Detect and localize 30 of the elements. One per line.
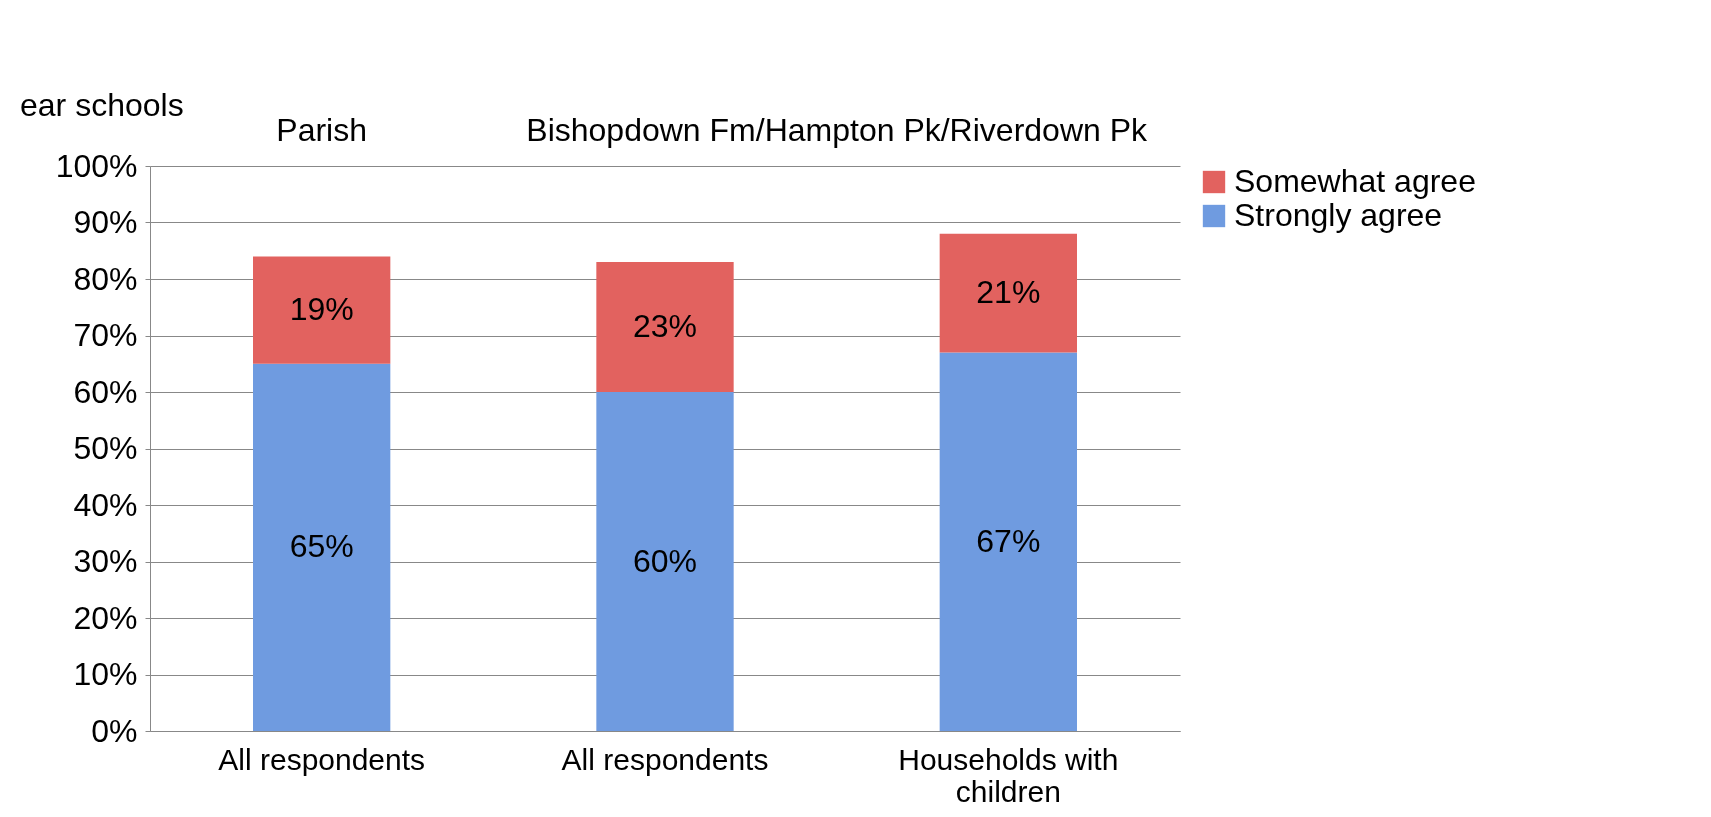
- data-label: 67%: [976, 522, 1041, 559]
- data-label: 23%: [632, 308, 698, 345]
- y-tick-label: 80%: [73, 260, 138, 297]
- data-label: 65%: [289, 528, 354, 565]
- bar: [253, 363, 391, 731]
- y-tick-label: 10%: [73, 656, 138, 692]
- y-tick-label: 20%: [73, 599, 138, 636]
- x-tick-label: All respondents: [561, 742, 769, 776]
- bar: [596, 392, 734, 731]
- bar: [596, 262, 734, 392]
- text: Parish: [276, 112, 368, 148]
- data-label: 21%: [976, 274, 1041, 311]
- y-tick-label: 30%: [73, 543, 138, 579]
- x-tick-label: Households with children: [898, 742, 1119, 808]
- data-label: 60%: [632, 542, 698, 579]
- y-tick-label: 50%: [73, 430, 138, 466]
- y-tick-label: 70%: [73, 317, 138, 353]
- legend-label: Somewhat agree: [1234, 163, 1476, 199]
- text: ear schools: [20, 87, 184, 123]
- text: Bishopdown Fm/Hampton Pk/Riverdown Pk: [526, 112, 1149, 148]
- bar: [253, 256, 391, 364]
- y-tick-label: 40%: [73, 486, 138, 523]
- y-tick-label: 60%: [73, 373, 138, 410]
- x-tick-label: All respondents: [218, 742, 426, 776]
- y-tick-label: 100%: [55, 147, 138, 184]
- y-tick-label: 0%: [91, 712, 138, 749]
- data-label: 19%: [289, 291, 354, 328]
- bar: [939, 233, 1077, 353]
- bar: [939, 352, 1077, 731]
- y-tick-label: 90%: [73, 204, 138, 240]
